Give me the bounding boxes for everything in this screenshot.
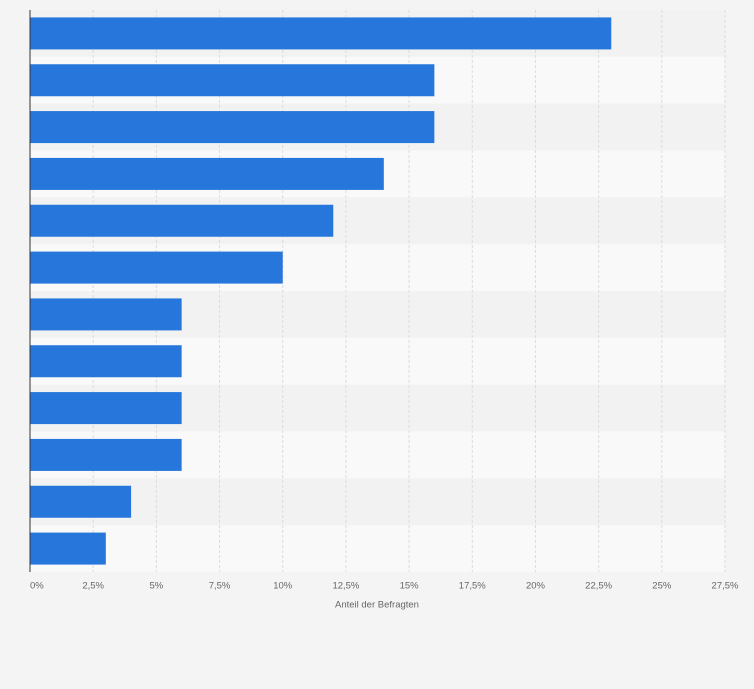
x-tick-label: 7,5% [209,581,231,592]
x-tick-label: 0% [30,581,44,592]
bar [30,17,612,50]
bar [30,157,384,190]
x-tick-label: 10% [273,581,293,592]
x-tick-label: 15% [400,581,420,592]
x-tick-label: 12,5% [332,581,359,592]
x-tick-label: 2,5% [82,581,104,592]
x-axis-label: Anteil der Befragten [335,600,419,611]
bar [30,532,106,565]
x-tick-label: 20% [526,581,546,592]
row-band [30,525,725,572]
bar [30,64,435,97]
bar [30,392,182,425]
x-tick-label: 5% [149,581,163,592]
bar [30,438,182,471]
bar [30,204,334,237]
bar [30,485,132,518]
x-tick-label: 22,5% [585,581,612,592]
x-tick-label: 17,5% [459,581,486,592]
bar [30,111,435,144]
x-tick-label: 25% [652,581,672,592]
bar [30,251,283,284]
bar [30,345,182,378]
x-tick-label: 27,5% [712,581,739,592]
row-band [30,478,725,526]
bar [30,298,182,331]
